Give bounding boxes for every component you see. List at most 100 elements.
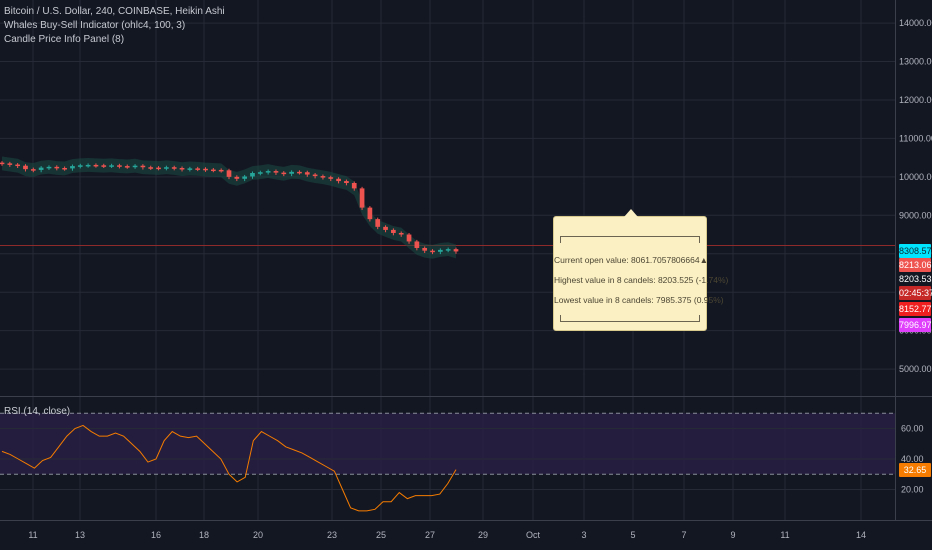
candle-body xyxy=(171,167,177,169)
candle-body xyxy=(242,176,248,179)
y-tick-label: 10000.00 xyxy=(899,172,932,182)
candle-body xyxy=(0,162,5,165)
rsi-tick-label: 40.00 xyxy=(901,454,924,464)
candle-body xyxy=(391,229,396,233)
candle-body xyxy=(312,174,318,177)
candle-body xyxy=(304,172,310,175)
candle-body xyxy=(437,249,443,252)
rsi-legend-label: RSI (14, close) xyxy=(4,406,71,417)
candle-body xyxy=(93,164,99,167)
x-tick-label: 29 xyxy=(478,530,488,540)
candle-body xyxy=(23,165,28,170)
candle-body xyxy=(77,165,83,167)
candle-body xyxy=(7,163,13,165)
y-tick-label: 9000.00 xyxy=(899,210,932,220)
candle-body xyxy=(62,168,67,170)
rsi-tick-label: 20.00 xyxy=(901,485,924,495)
candle-body xyxy=(257,172,263,174)
candle-body xyxy=(289,171,294,174)
candle-body xyxy=(265,171,271,173)
candle-body xyxy=(101,165,107,167)
whales-indicator-band xyxy=(2,156,456,259)
x-tick-label: 11 xyxy=(780,530,789,540)
candle-body xyxy=(406,234,412,242)
candle-body xyxy=(85,164,91,167)
candle-body xyxy=(117,165,122,167)
y-tick-label: 11000.00 xyxy=(899,133,932,143)
y-tick-label: 5000.00 xyxy=(899,364,932,374)
candle-body xyxy=(297,171,302,174)
candle-body xyxy=(15,164,21,167)
price-tag: 8213.06 xyxy=(899,258,932,272)
candle-body xyxy=(445,249,451,251)
candle-body xyxy=(453,249,459,252)
candle-body xyxy=(203,168,208,171)
candle-body xyxy=(140,165,146,168)
y-tick-label: 14000.00 xyxy=(899,18,932,28)
price-tag: 8152.77 xyxy=(899,302,932,316)
candle-body xyxy=(156,167,161,170)
candle-body xyxy=(187,168,193,170)
info-highest-value: Highest value in 8 candels: 8203.525 (-1… xyxy=(554,275,729,285)
candle-body xyxy=(234,176,240,179)
candle-body xyxy=(398,232,404,235)
x-tick-label: 16 xyxy=(151,530,161,540)
candle-body xyxy=(351,183,357,189)
x-tick-label: 9 xyxy=(730,530,735,540)
candle-body xyxy=(375,219,381,227)
candle-body xyxy=(226,170,232,177)
x-tick-label: 20 xyxy=(253,530,263,540)
x-tick-label: Oct xyxy=(526,530,541,540)
x-tick-label: 27 xyxy=(425,530,435,540)
x-tick-label: 14 xyxy=(856,530,866,540)
rsi-tick-label: 60.00 xyxy=(901,424,924,434)
candle-body xyxy=(414,241,420,248)
candle-body xyxy=(430,250,435,253)
candle-body xyxy=(70,166,75,169)
x-tick-label: 13 xyxy=(75,530,85,540)
info-panel-pointer xyxy=(624,209,638,217)
candle-body xyxy=(109,165,114,167)
rsi-band-fill xyxy=(0,413,895,475)
x-tick-label: 5 xyxy=(630,530,635,540)
chart-legend: Bitcoin / U.S. Dollar, 240, COINBASE, He… xyxy=(4,5,225,47)
rsi-value-tag: 32.65 xyxy=(899,462,931,477)
candle-body xyxy=(164,167,169,169)
candle-body xyxy=(273,171,279,173)
candle-body xyxy=(344,181,349,184)
candle-body xyxy=(54,166,60,169)
candle-body xyxy=(132,165,138,168)
candle-body xyxy=(367,207,373,220)
candle-body xyxy=(210,169,216,172)
candle-body xyxy=(320,176,326,178)
candle-body xyxy=(250,173,255,177)
candle-body xyxy=(422,247,428,251)
candle-body xyxy=(359,188,365,208)
candle-body xyxy=(328,177,334,179)
x-tick-label: 25 xyxy=(376,530,386,540)
indicator-label: Whales Buy-Sell Indicator (ohlc4, 100, 3… xyxy=(4,20,186,31)
candle-body xyxy=(38,167,44,170)
rsi-line xyxy=(1,424,457,512)
x-tick-label: 3 xyxy=(581,530,586,540)
candle-body xyxy=(30,169,36,171)
x-tick-label: 11 xyxy=(28,530,37,540)
symbol-title: Bitcoin / U.S. Dollar, 240, COINBASE, He… xyxy=(4,6,225,17)
candle-body xyxy=(46,166,52,169)
price-tag: 8308.57 xyxy=(899,244,932,258)
candle-body xyxy=(281,172,287,175)
x-tick-label: 7 xyxy=(681,530,686,540)
info-open-value: Current open value: 8061.7057806664▲ xyxy=(554,255,708,265)
candle-body xyxy=(336,178,341,182)
info-panel-top-bracket xyxy=(560,236,700,243)
info-lowest-value: Lowest value in 8 candels: 7985.375 (0.9… xyxy=(554,295,724,305)
price-tag: 8203.53 xyxy=(899,272,932,286)
y-tick-label: 12000.00 xyxy=(899,95,932,105)
info-panel-bottom-bracket xyxy=(560,315,700,322)
candle-body xyxy=(218,169,224,172)
y-tick-label: 13000.00 xyxy=(899,57,932,67)
x-tick-label: 23 xyxy=(327,530,337,540)
price-tag: 7996.97 xyxy=(899,318,932,332)
candle-body xyxy=(195,168,201,170)
